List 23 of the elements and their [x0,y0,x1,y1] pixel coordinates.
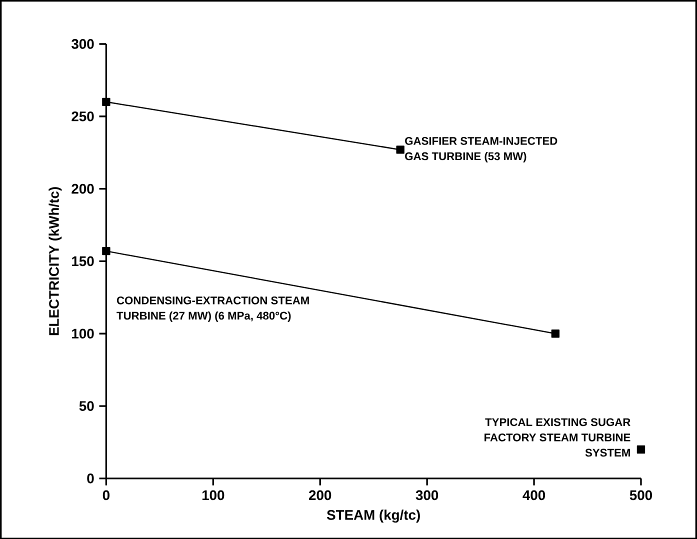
x-tick-label: 200 [309,490,332,500]
x-axis-title: STEAM (kg/tc) [326,509,420,522]
x-tick-label: 400 [522,490,546,500]
point [551,329,560,338]
y-tick-label: 250 [72,111,94,122]
x-tick-label: 0 [102,490,110,500]
y-tick-label: 0 [87,473,94,484]
series-label: TYPICAL EXISTING SUGAR FACTORY STEAM TURBINE SYSTEM [484,418,630,456]
y-tick-label: 200 [72,184,94,194]
point [102,98,110,106]
y-tick-label: 150 [72,256,94,266]
point [396,145,404,154]
point [102,246,110,255]
series-label: GASIFIER STEAM-INJECTED GAS TURBINE (53 MW) [405,136,558,162]
y-tick-label: 100 [72,328,94,338]
x-tick-label: 100 [202,490,224,500]
y-tick-label: 50 [79,400,94,411]
point [636,445,646,454]
x-tick-label: 500 [630,490,652,500]
y-axis-title: ELECTRICITY (kWh/tc) [48,186,62,335]
x-tick-label: 300 [416,490,438,500]
series-label: CONDENSING-EXTRACTION STEAM TURBINE (27 MW) (6 MPa, 480°C) [116,296,309,322]
y-tick-label: 300 [72,38,94,49]
